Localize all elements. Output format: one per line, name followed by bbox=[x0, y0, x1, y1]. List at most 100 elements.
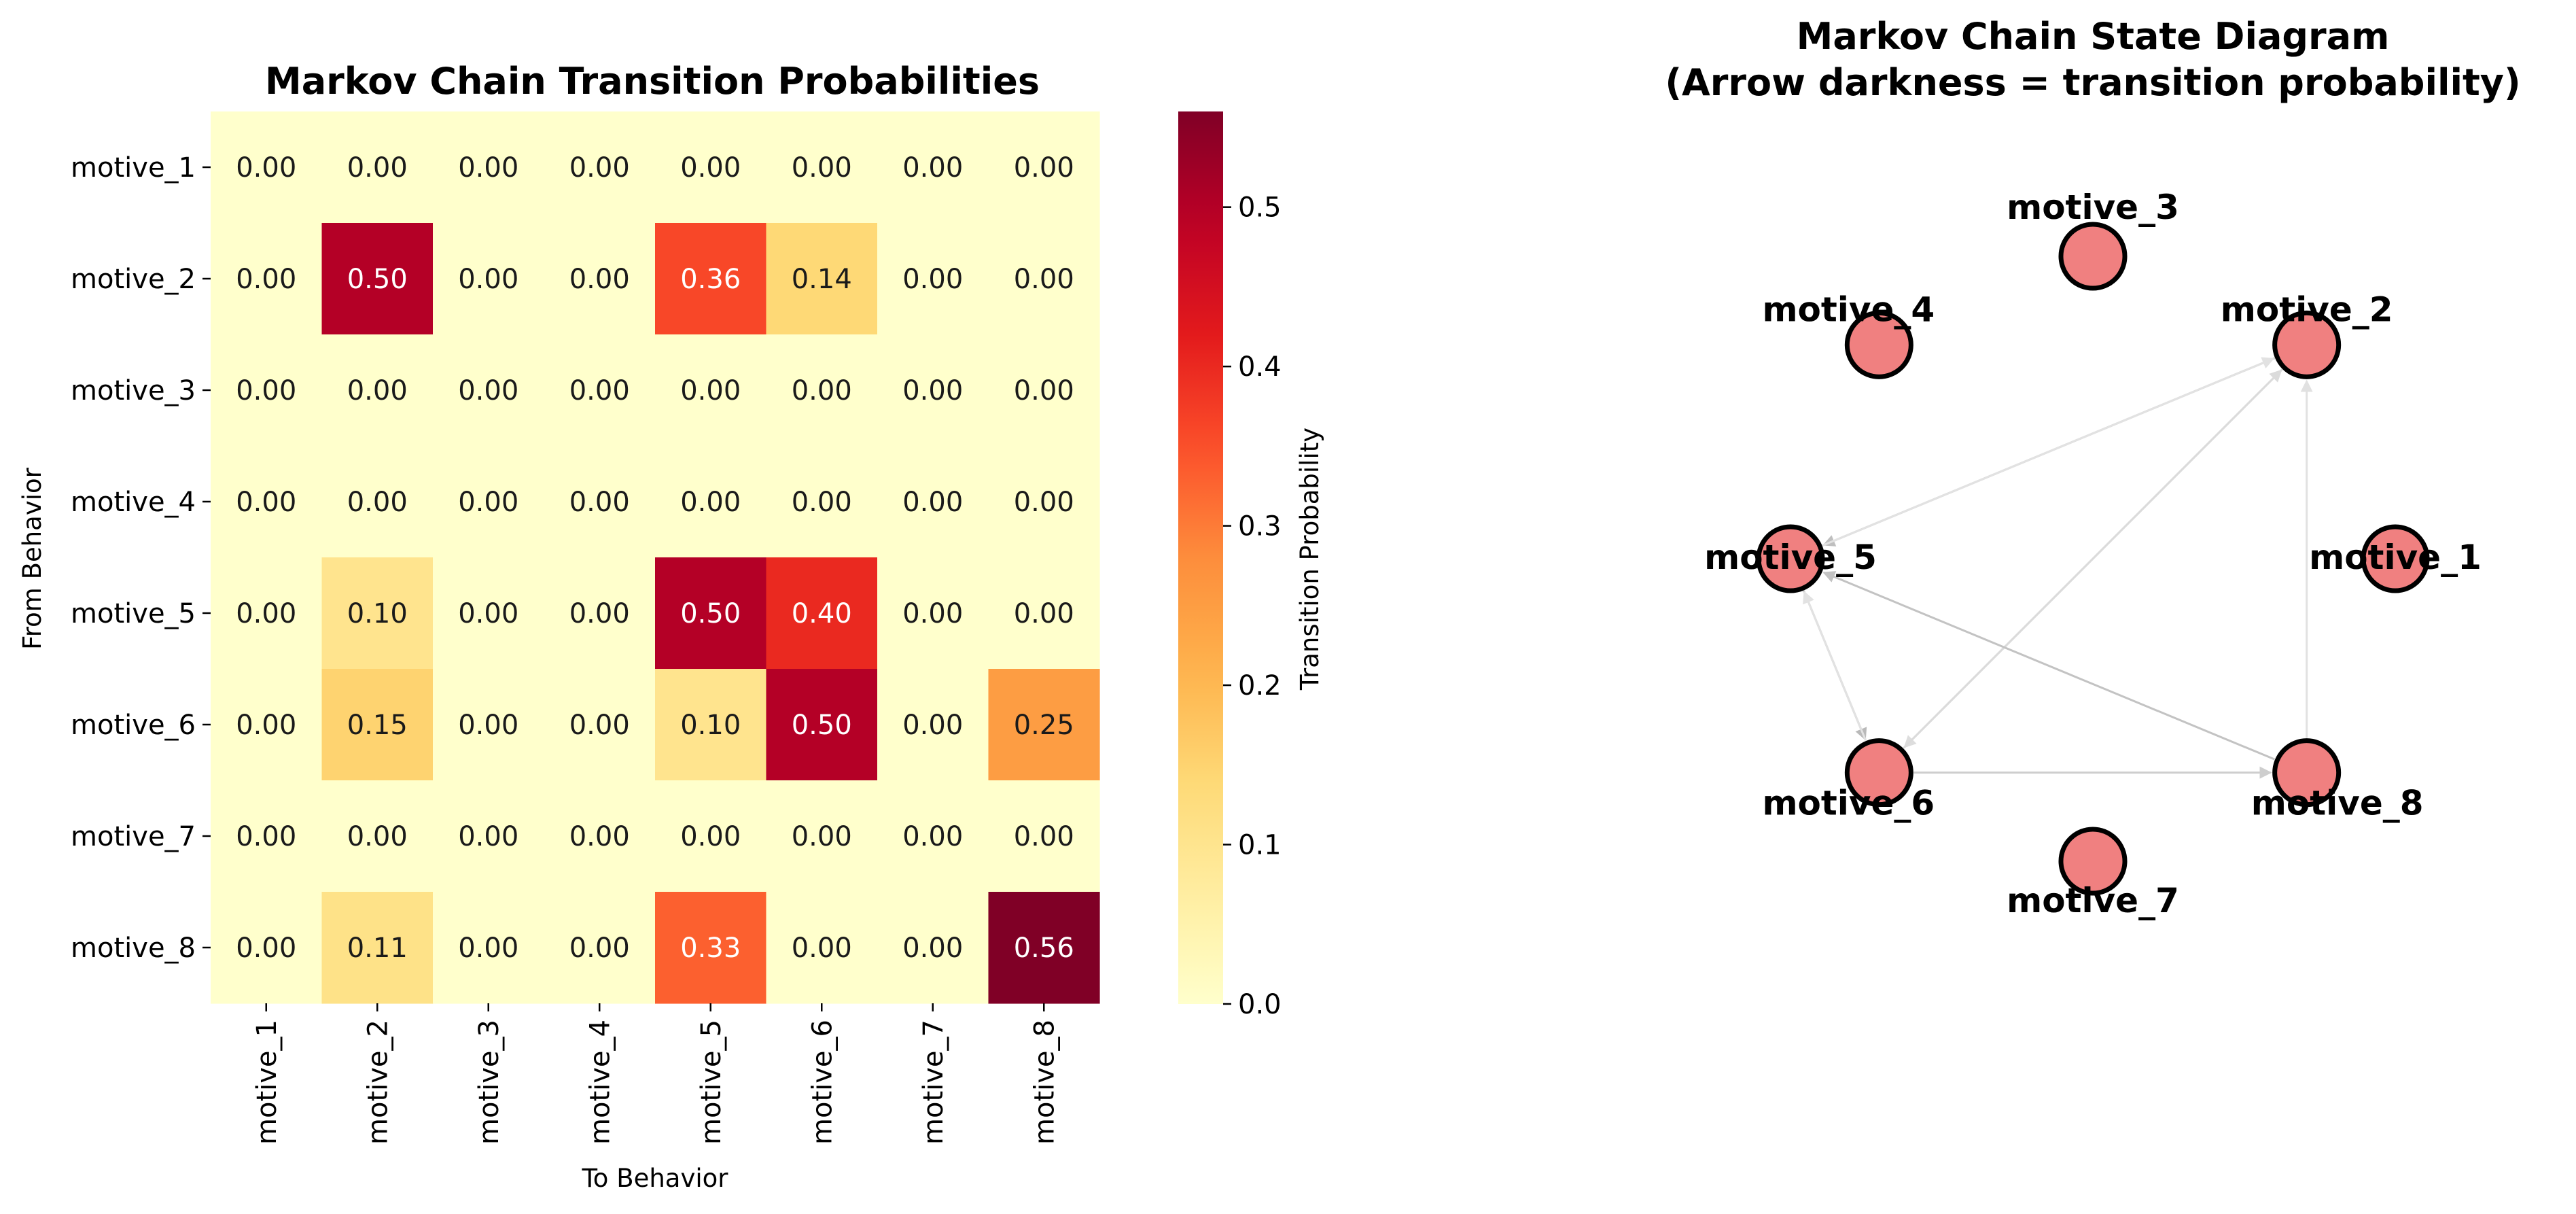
heatmap-cell bbox=[211, 334, 323, 447]
heatmap-cell bbox=[544, 446, 656, 558]
heatmap-row-label: motive_6 bbox=[71, 710, 196, 741]
diagram-subtitle: (Arrow darkness = transition probability… bbox=[1665, 61, 2520, 104]
heatmap-cell bbox=[766, 223, 878, 335]
heatmap-column-label: motive_1 bbox=[251, 1020, 283, 1145]
heatmap-cell-value: 0.00 bbox=[1014, 598, 1074, 629]
state-node-motive-5 bbox=[1756, 524, 1825, 593]
diagram-title: Markov Chain State Diagram bbox=[1797, 15, 2390, 58]
heatmap-cell bbox=[211, 780, 323, 892]
heatmap-cell-value: 0.00 bbox=[569, 152, 630, 184]
heatmap-y-axis-label: From Behavior bbox=[18, 467, 47, 650]
state-node-label: motive_8 bbox=[2251, 784, 2424, 823]
heatmap-cell bbox=[433, 892, 545, 1004]
heatmap-cell bbox=[433, 669, 545, 781]
heatmap-cell-value: 0.00 bbox=[902, 487, 963, 518]
state-node-motive-8 bbox=[2272, 738, 2342, 808]
colorbar-tick-label: 0.2 bbox=[1238, 670, 1282, 701]
heatmap-cell bbox=[211, 111, 323, 224]
heatmap-cell bbox=[211, 892, 323, 1004]
heatmap-cell bbox=[321, 669, 434, 781]
heatmap-cell bbox=[877, 669, 989, 781]
heatmap-row-label: motive_5 bbox=[71, 598, 196, 629]
heatmap-cell bbox=[655, 223, 767, 335]
colorbar-tick-label: 0.0 bbox=[1238, 989, 1282, 1020]
heatmap-cell-value: 0.00 bbox=[458, 710, 518, 741]
heatmap-cell bbox=[544, 223, 656, 335]
heatmap-cell-value: 0.00 bbox=[236, 487, 296, 518]
heatmap-cell bbox=[988, 446, 1100, 558]
diagram-node-labels: motive_1 motive_2 motive_3 motive_4 motive_5… bbox=[1704, 188, 2482, 920]
heatmap-cell bbox=[544, 669, 656, 781]
heatmap-cell-value: 0.00 bbox=[347, 821, 408, 852]
heatmap-cell bbox=[877, 446, 989, 558]
heatmap-cell-value: 0.00 bbox=[792, 487, 852, 518]
heatmap-cell bbox=[321, 111, 434, 224]
heatmap-cell bbox=[321, 446, 434, 558]
heatmap-row-label: motive_8 bbox=[71, 933, 196, 964]
state-node-label: motive_1 bbox=[2309, 538, 2482, 577]
heatmap-cell-value: 0.00 bbox=[569, 821, 630, 852]
heatmap-cell bbox=[766, 111, 878, 224]
heatmap-column-label: motive_2 bbox=[362, 1020, 393, 1145]
heatmap-cell-value: 0.00 bbox=[236, 152, 296, 184]
colorbar-tick-label: 0.3 bbox=[1238, 511, 1282, 542]
heatmap-cell-value: 0.40 bbox=[792, 598, 852, 629]
heatmap-cell-value: 0.00 bbox=[569, 598, 630, 629]
colorbar-label: Transition Probability bbox=[1295, 428, 1324, 691]
heatmap-cell-value: 0.00 bbox=[1014, 375, 1074, 406]
heatmap-cell bbox=[544, 557, 656, 670]
heatmap-cell-value: 0.00 bbox=[902, 264, 963, 295]
heatmap-column-label: motive_5 bbox=[696, 1020, 727, 1145]
state-node-label: motive_5 bbox=[1704, 538, 1877, 577]
heatmap-cell bbox=[655, 780, 767, 892]
heatmap-cell bbox=[877, 334, 989, 447]
heatmap-cell-value: 0.00 bbox=[347, 487, 408, 518]
heatmap-cell bbox=[988, 780, 1100, 892]
heatmap-cell bbox=[988, 223, 1100, 335]
heatmap-cell-value: 0.00 bbox=[569, 264, 630, 295]
heatmap-panel: Markov Chain Transition Probabilities 0.… bbox=[18, 60, 1100, 1193]
heatmap-cell bbox=[433, 446, 545, 558]
transition-arrow bbox=[1803, 591, 1867, 742]
heatmap-cell-value: 0.00 bbox=[569, 487, 630, 518]
heatmap-x-axis-label: To Behavior bbox=[581, 1164, 728, 1193]
heatmap-cell-value: 0.00 bbox=[236, 933, 296, 964]
colorbar-tick-label: 0.1 bbox=[1238, 830, 1282, 861]
state-node-label: motive_4 bbox=[1762, 290, 1935, 329]
heatmap-cell-value: 0.00 bbox=[902, 710, 963, 741]
heatmap-row-label: motive_4 bbox=[71, 487, 196, 518]
colorbar-tick-label: 0.4 bbox=[1238, 351, 1282, 383]
heatmap-cell-value: 0.00 bbox=[792, 933, 852, 964]
heatmap-cell-value: 0.00 bbox=[569, 375, 630, 406]
heatmap-cell bbox=[655, 446, 767, 558]
heatmap-cell-value: 0.00 bbox=[792, 152, 852, 184]
state-node-label: motive_2 bbox=[2221, 290, 2393, 329]
state-node-motive-1 bbox=[2361, 524, 2430, 593]
heatmap-cell-value: 0.00 bbox=[458, 487, 518, 518]
heatmap-cell bbox=[655, 892, 767, 1004]
heatmap-cell bbox=[544, 780, 656, 892]
heatmap-cell-value: 0.00 bbox=[458, 264, 518, 295]
transition-arrow bbox=[1822, 357, 2275, 547]
heatmap-cell-value: 0.50 bbox=[680, 598, 741, 629]
heatmap-cell-value: 0.36 bbox=[680, 264, 741, 295]
state-node-motive-3 bbox=[2058, 222, 2128, 291]
colorbar: 0.0 0.1 0.2 0.3 0.4 0.5 Transition Probabilit… bbox=[1178, 111, 1324, 1020]
heatmap-cell-value: 0.00 bbox=[236, 375, 296, 406]
heatmap-cell bbox=[655, 334, 767, 447]
heatmap-cell bbox=[655, 669, 767, 781]
heatmap-cell-value: 0.00 bbox=[792, 375, 852, 406]
heatmap-cell bbox=[877, 557, 989, 670]
heatmap-cell bbox=[211, 669, 323, 781]
heatmap-cell-value: 0.00 bbox=[680, 821, 741, 852]
heatmap-cell bbox=[766, 557, 878, 670]
heatmap-row-label: motive_3 bbox=[71, 375, 196, 406]
heatmap-cell bbox=[988, 892, 1100, 1004]
colorbar-gradient bbox=[1178, 111, 1223, 1004]
heatmap-cell bbox=[433, 111, 545, 224]
heatmap-cell bbox=[988, 334, 1100, 447]
heatmap-cell bbox=[321, 780, 434, 892]
heatmap-cell-value: 0.10 bbox=[347, 598, 408, 629]
heatmap-cell-value: 0.00 bbox=[902, 152, 963, 184]
